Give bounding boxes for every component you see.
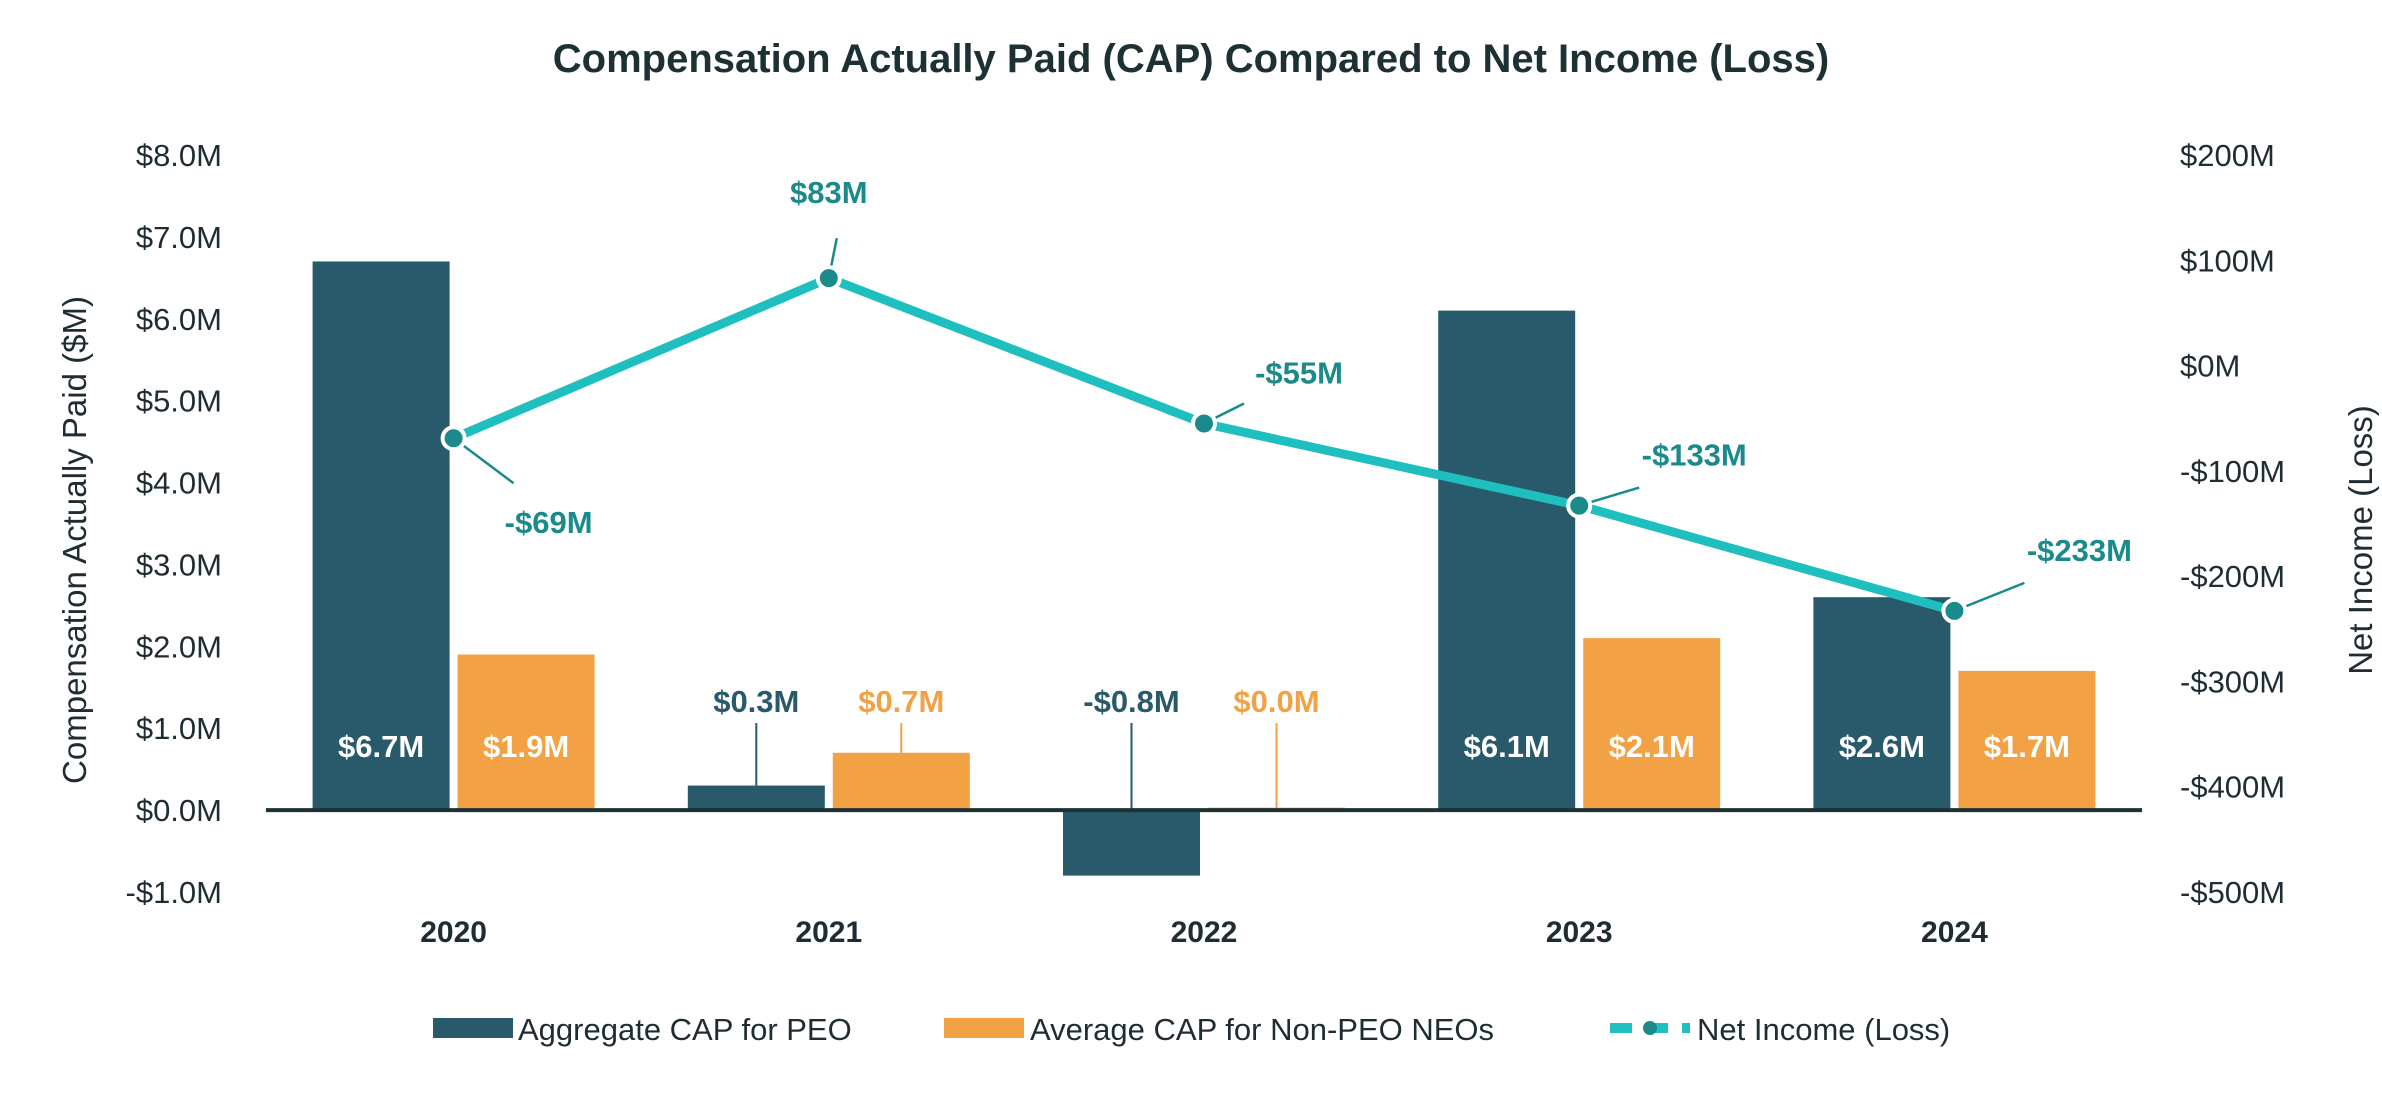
bar-data-label: $1.7M [1984,729,2070,764]
bar-peo [1813,597,1951,811]
y-tick-label: -$1.0M [126,875,222,910]
y2-tick-label: $0M [2180,349,2240,384]
legend-marker-net-income [1643,1021,1657,1035]
x-tick-label: 2022 [1171,916,1238,949]
legend-label: Net Income (Loss) [1697,1012,1950,1047]
y-tick-label: $3.0M [136,547,222,582]
y2-tick-label: -$100M [2180,454,2285,489]
bar-data-label: -$0.8M [1083,684,1179,719]
x-tick-label: 2021 [795,916,862,949]
y-axis-label: Compensation Actually Paid ($M) [56,296,93,784]
legend-label: Average CAP for Non-PEO NEOs [1030,1012,1494,1047]
y2-tick-label: -$400M [2180,770,2285,805]
legend-swatch-neo [944,1018,1024,1038]
line-data-label: -$233M [2027,533,2132,568]
bar-data-label: $0.3M [713,684,799,719]
bar-peo [1438,310,1576,811]
y-tick-label: $0.0M [136,793,222,828]
line-data-label: -$133M [1642,438,1747,473]
x-tick-label: 2024 [1921,916,1988,949]
net-income-point [1191,410,1217,437]
line-data-label: $83M [790,175,868,210]
bar-data-label: $0.0M [1233,684,1319,719]
y-tick-label: $2.0M [136,629,222,664]
bar-data-label: $6.7M [338,729,424,764]
y-tick-label: $8.0M [136,138,222,173]
x-tick-label: 2020 [420,916,487,949]
bar-data-label: $0.7M [858,684,944,719]
y-tick-label: $1.0M [136,711,222,746]
bar-peo [687,785,825,811]
y-tick-label: $6.0M [136,302,222,337]
bar-peo [1063,810,1200,876]
bar-neo [1583,638,1721,811]
line-data-label: -$69M [505,505,593,540]
net-income-point [1941,597,1968,624]
y-tick-label: $5.0M [136,384,222,419]
bar-data-label: $6.1M [1464,729,1550,764]
y2-tick-label: -$500M [2180,875,2285,910]
legend-swatch-peo [433,1018,513,1038]
bar-neo [457,654,595,811]
net-income-point [440,425,467,452]
net-income-point [815,265,842,292]
chart-title: Compensation Actually Paid (CAP) Compare… [553,37,1829,81]
y2-tick-label: $100M [2180,243,2275,278]
bar-neo [832,752,970,811]
bar-data-label: $1.9M [483,729,569,764]
y2-tick-label: $200M [2180,138,2275,173]
legend-label: Aggregate CAP for PEO [518,1012,852,1047]
y2-tick-label: -$300M [2180,664,2285,699]
bar-peo [312,261,450,811]
y-tick-label: $7.0M [136,220,222,255]
line-data-label: -$55M [1255,355,1343,390]
y2-axis-label: Net Income (Loss) [2342,405,2379,675]
net-income-point [1566,492,1593,519]
x-tick-label: 2023 [1546,916,1613,949]
bar-data-label: $2.1M [1609,729,1695,764]
y-tick-label: $4.0M [136,466,222,501]
bar-data-label: $2.6M [1839,729,1925,764]
bar-neo [1958,670,2096,811]
y2-tick-label: -$200M [2180,559,2285,594]
